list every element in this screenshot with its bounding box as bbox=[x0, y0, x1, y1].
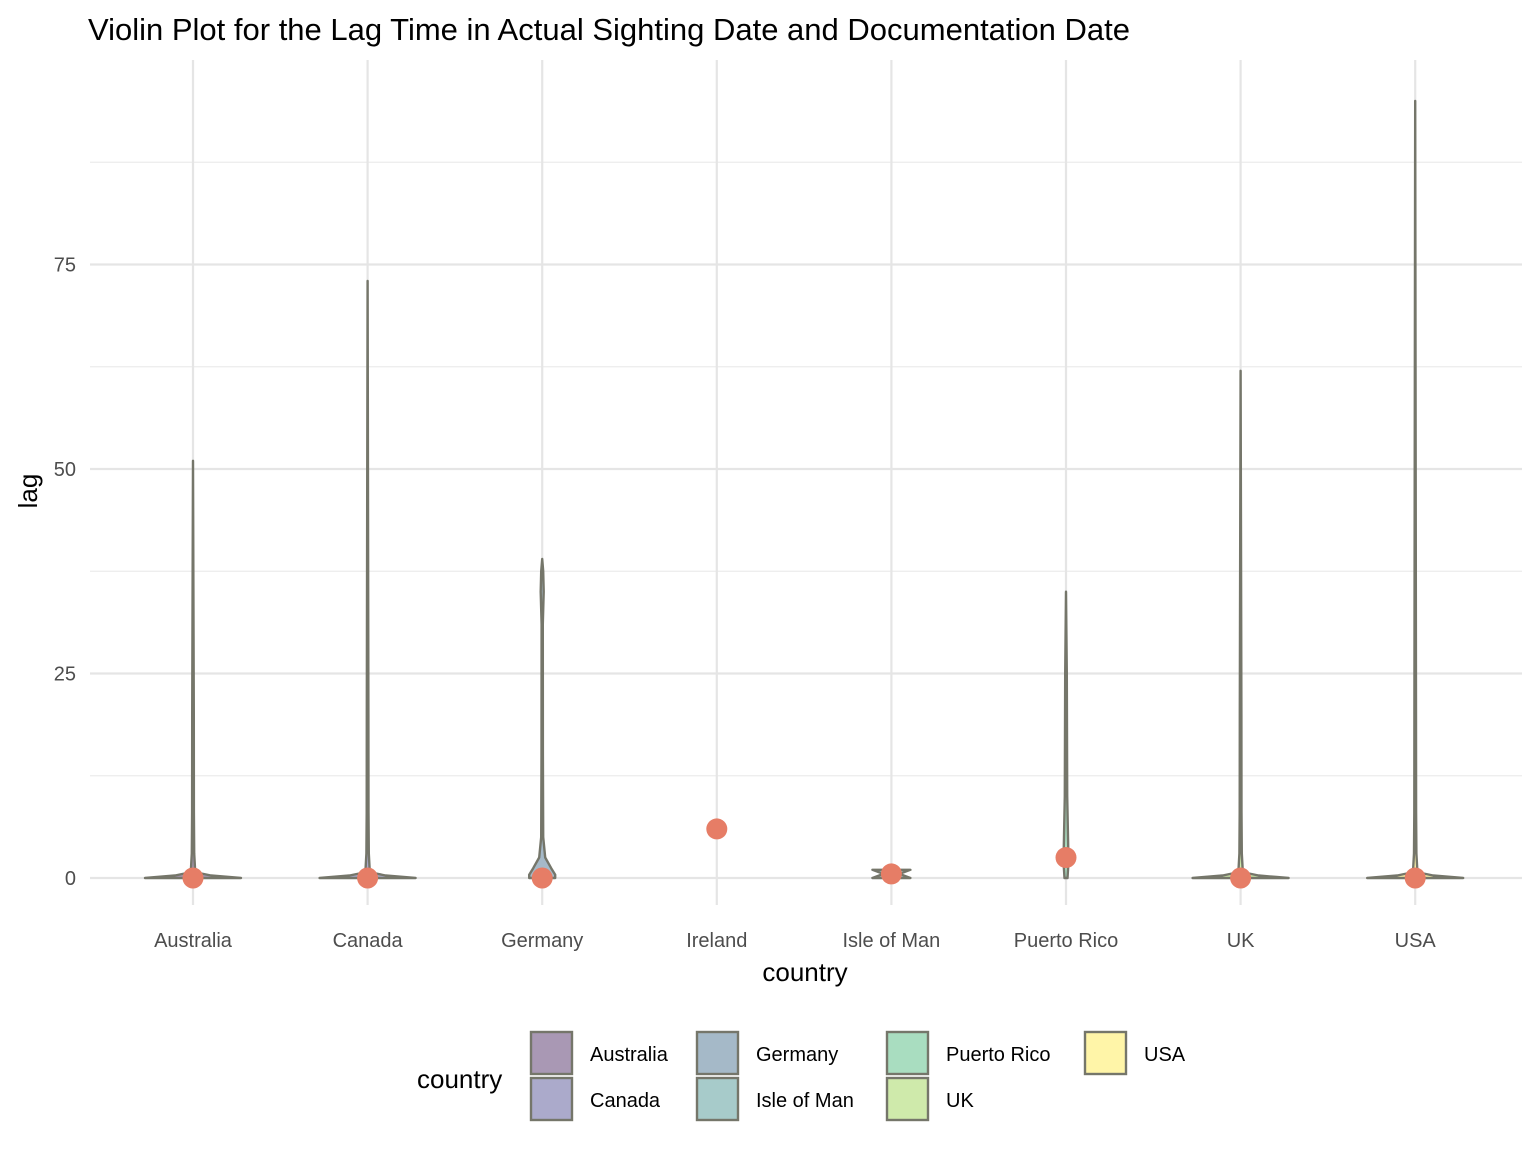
legend-items: Australia Canada Germany Isle of Man Puerto … bbox=[529, 1030, 1186, 1122]
point-ireland bbox=[706, 818, 728, 840]
legend-label: USA bbox=[1144, 1044, 1186, 1066]
point-germany bbox=[531, 867, 553, 889]
legend-title: country bbox=[417, 1064, 502, 1094]
legend-key-isle-of-man bbox=[695, 1076, 740, 1122]
point-australia bbox=[182, 867, 204, 889]
point-puerto-rico bbox=[1055, 847, 1077, 869]
x-tick-label: Puerto Rico bbox=[1014, 930, 1119, 952]
x-axis-ticks: Australia Canada Germany Ireland Isle of Man… bbox=[154, 930, 1436, 952]
violin-canada bbox=[318, 279, 417, 880]
legend-label: Canada bbox=[590, 1090, 661, 1112]
violin-australia bbox=[143, 459, 243, 880]
x-tick-label: UK bbox=[1227, 930, 1255, 952]
legend-label: Australia bbox=[590, 1044, 669, 1066]
x-tick-label: USA bbox=[1395, 930, 1437, 952]
legend-key-australia bbox=[529, 1030, 574, 1076]
x-tick-label: Australia bbox=[154, 930, 233, 952]
x-tick-label: Ireland bbox=[686, 930, 747, 952]
violins bbox=[143, 99, 1465, 880]
legend: country Australia Canada Germany Isle of Ma… bbox=[417, 1030, 1186, 1122]
x-tick-label: Germany bbox=[501, 930, 583, 952]
legend-label: UK bbox=[946, 1090, 974, 1112]
y-axis-title: lag bbox=[13, 474, 43, 509]
y-tick-label: 0 bbox=[65, 868, 76, 890]
point-usa bbox=[1404, 867, 1426, 889]
y-axis-ticks: 0 25 50 75 bbox=[54, 255, 76, 891]
x-tick-label: Isle of Man bbox=[842, 930, 940, 952]
violin-germany bbox=[528, 557, 557, 880]
point-isle-of-man bbox=[880, 863, 902, 885]
legend-key-canada bbox=[529, 1076, 574, 1122]
legend-label: Puerto Rico bbox=[946, 1044, 1051, 1066]
y-tick-label: 50 bbox=[54, 459, 76, 481]
violin-uk bbox=[1191, 369, 1290, 880]
point-uk bbox=[1230, 867, 1252, 889]
y-tick-label: 75 bbox=[54, 255, 76, 277]
chart-title: Violin Plot for the Lag Time in Actual S… bbox=[88, 12, 1130, 47]
legend-key-usa bbox=[1083, 1030, 1128, 1076]
x-axis-title: country bbox=[762, 957, 847, 987]
violin-puerto-rico bbox=[1062, 590, 1070, 880]
legend-label: Isle of Man bbox=[756, 1090, 854, 1112]
legend-key-puerto-rico bbox=[885, 1030, 930, 1076]
grid bbox=[90, 60, 1522, 905]
violin-usa bbox=[1366, 99, 1465, 880]
summary-points bbox=[182, 818, 1426, 889]
point-canada bbox=[357, 867, 379, 889]
legend-key-germany bbox=[695, 1030, 740, 1076]
legend-key-uk bbox=[885, 1076, 930, 1122]
x-tick-label: Canada bbox=[333, 930, 404, 952]
y-tick-label: 25 bbox=[54, 664, 76, 686]
legend-label: Germany bbox=[756, 1044, 838, 1066]
